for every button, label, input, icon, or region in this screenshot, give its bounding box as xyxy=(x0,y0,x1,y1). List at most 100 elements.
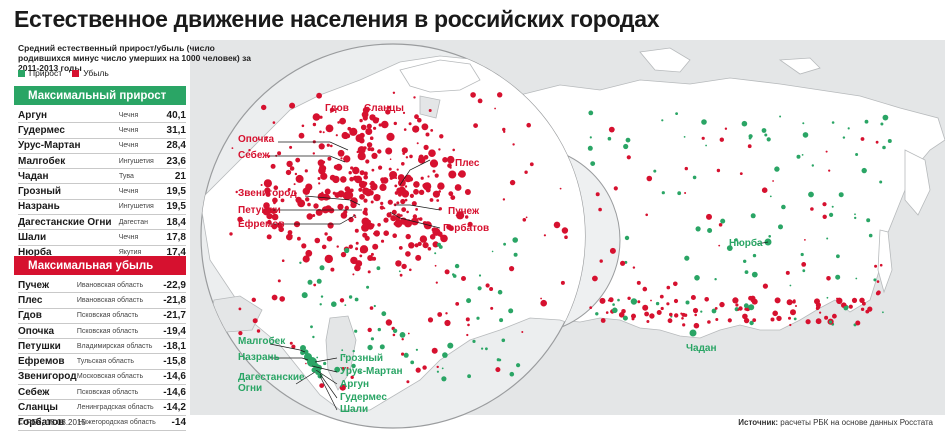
city-name: Аргун xyxy=(18,109,48,121)
loss-dot xyxy=(388,167,392,171)
value: -14,6 xyxy=(163,371,186,383)
loss-dot xyxy=(273,185,279,190)
loss-dot xyxy=(343,155,351,163)
settlement-dot xyxy=(769,195,772,198)
loss-dot xyxy=(427,317,434,323)
loss-dot xyxy=(412,125,420,133)
loss-dot xyxy=(401,190,410,198)
loss-dot xyxy=(376,117,380,121)
loss-dot xyxy=(502,127,506,132)
settlement-dot xyxy=(701,136,705,140)
loss-dot xyxy=(369,306,374,310)
loss-dot xyxy=(352,273,355,276)
settlement-dot xyxy=(802,132,809,138)
growth-dot xyxy=(441,367,444,370)
loss-dot xyxy=(454,184,462,191)
loss-dot xyxy=(409,193,414,198)
settlement-dot xyxy=(847,127,850,130)
loss-dot xyxy=(395,260,402,267)
settlement-dot xyxy=(636,280,641,285)
city-name: Горбатов xyxy=(18,417,65,429)
loss-dot xyxy=(383,230,390,236)
loss-dot xyxy=(494,107,496,110)
growth-dot xyxy=(399,332,406,338)
growth-dot xyxy=(301,292,308,299)
loss-dot xyxy=(401,263,407,270)
value: 19,5 xyxy=(166,186,186,198)
settlement-dot xyxy=(642,304,649,311)
settlement-dot xyxy=(854,213,856,216)
loss-dot xyxy=(378,123,382,127)
city-name: Плес xyxy=(18,294,43,306)
city-name: Опочка xyxy=(18,325,55,337)
loss-dot xyxy=(330,144,333,148)
map-label-shali: Шали xyxy=(340,404,368,415)
settlement-dot xyxy=(690,295,696,300)
map-label-argun: Аргун xyxy=(340,379,369,390)
loss-dot xyxy=(419,235,428,243)
loss-dot xyxy=(295,157,301,163)
settlement-dot xyxy=(815,302,822,308)
loss-dot xyxy=(392,91,396,95)
russia-landmass xyxy=(504,77,945,339)
settlement-dot xyxy=(592,275,598,282)
settlement-dot xyxy=(882,145,886,150)
loss-dot xyxy=(337,149,345,157)
loss-dot xyxy=(429,234,436,240)
table-row: Малгобек Ингушетия 23,6 xyxy=(18,154,186,170)
loss-dot xyxy=(395,177,398,180)
loss-dot xyxy=(294,192,297,195)
loss-dot xyxy=(420,176,424,180)
loss-dot xyxy=(436,199,440,202)
loss-dot xyxy=(381,120,389,129)
value: 21 xyxy=(174,170,186,182)
loss-dot xyxy=(317,159,325,167)
loss-dot xyxy=(289,341,293,345)
loss-dot xyxy=(540,299,547,307)
loss-dot xyxy=(394,219,403,228)
settlement-dot xyxy=(631,313,636,319)
loss-dot xyxy=(359,118,363,123)
loss-dot xyxy=(293,183,296,186)
growth-dot xyxy=(438,245,443,249)
loss-dot xyxy=(398,246,403,250)
settlement-dot xyxy=(605,311,609,314)
map-label-dagestanskie: Дагестанские xyxy=(238,372,305,383)
growth-dot xyxy=(370,337,374,341)
growth-dot xyxy=(366,285,370,289)
settlement-dot xyxy=(626,155,631,160)
growth-dot xyxy=(496,358,500,362)
loss-dot xyxy=(318,182,321,185)
loss-dot xyxy=(427,175,430,178)
settlement-dot xyxy=(739,172,743,176)
loss-dot xyxy=(305,249,313,257)
growth-dot xyxy=(472,339,476,343)
settlement-dot xyxy=(609,247,616,254)
loss-dot xyxy=(377,149,382,154)
settlement-dot xyxy=(855,277,858,280)
loss-dot xyxy=(348,190,351,193)
settlement-dot xyxy=(692,175,697,180)
settlement-dot xyxy=(836,254,840,259)
loss-dot xyxy=(477,98,483,104)
settlement-dot xyxy=(694,275,700,281)
loss-dot xyxy=(285,169,292,176)
settlement-dot xyxy=(607,136,612,141)
settlement-dot xyxy=(612,307,618,314)
loss-dot xyxy=(340,157,343,160)
growth-dot xyxy=(508,308,514,314)
loss-dot xyxy=(404,174,412,183)
settlement-dot xyxy=(681,317,684,320)
kamchatka xyxy=(904,149,931,216)
loss-dot xyxy=(490,306,494,310)
legend: Прирост Убыль xyxy=(18,68,109,78)
sakhalin xyxy=(877,229,893,294)
loss-dot xyxy=(346,367,349,369)
settlement-dot xyxy=(706,213,712,220)
loss-dot xyxy=(540,297,542,300)
growth-dot xyxy=(316,278,322,284)
settlement-dot xyxy=(801,154,804,156)
growth-dot xyxy=(398,270,401,273)
growth-dot xyxy=(300,345,306,351)
loss-dot xyxy=(349,176,354,182)
